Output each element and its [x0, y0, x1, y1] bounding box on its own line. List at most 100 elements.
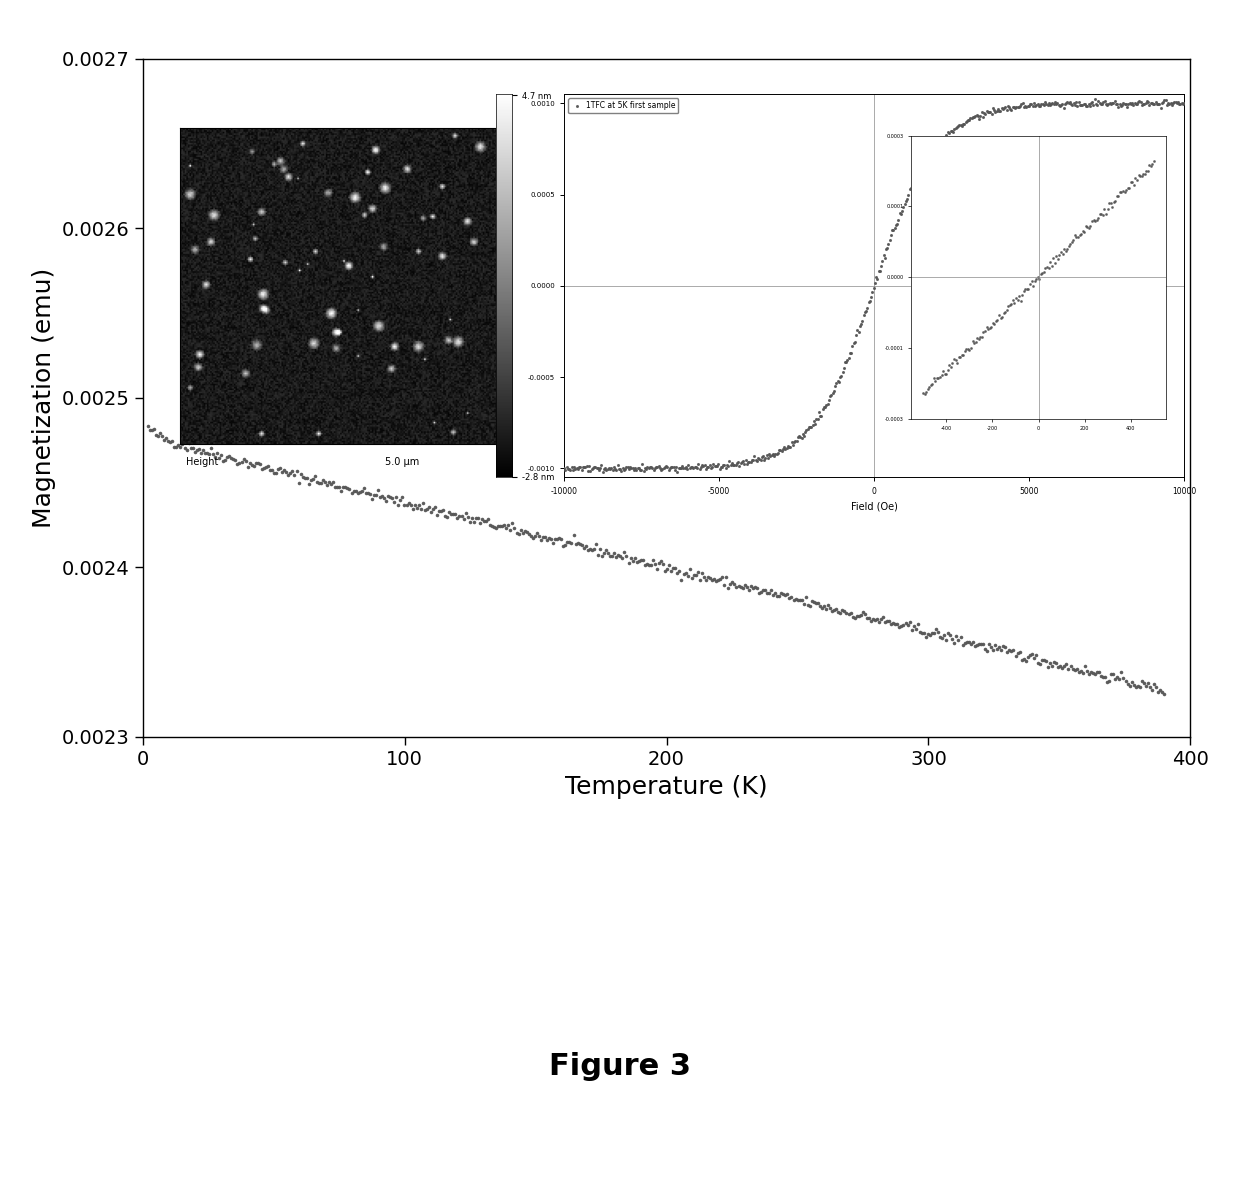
Point	[1120, 677, 1140, 696]
Point	[283, 461, 303, 480]
Point	[868, 269, 888, 288]
Point	[422, 503, 441, 522]
Point	[1049, 95, 1069, 114]
Point	[593, 462, 613, 481]
Point	[714, 456, 734, 475]
Point	[146, 426, 166, 444]
Point	[997, 643, 1017, 661]
Point	[854, 605, 874, 624]
Point	[678, 567, 698, 586]
Point	[1035, 93, 1055, 112]
Point	[1022, 271, 1042, 290]
Point	[1137, 92, 1157, 111]
Point	[502, 513, 522, 532]
Point	[663, 457, 683, 476]
Point	[942, 354, 962, 373]
Point	[773, 440, 792, 459]
Point	[448, 508, 467, 527]
Point	[686, 565, 706, 584]
Point	[1028, 94, 1048, 113]
Point	[1071, 661, 1091, 680]
Point	[815, 399, 835, 417]
Point	[321, 475, 341, 494]
Point	[940, 124, 960, 143]
Point	[817, 395, 837, 414]
Point	[727, 454, 746, 473]
Point	[832, 601, 852, 620]
Point	[1012, 285, 1032, 304]
Point	[878, 238, 898, 257]
Point	[429, 501, 449, 520]
Point	[954, 114, 973, 133]
Point	[965, 637, 985, 656]
Point	[1133, 165, 1153, 184]
Point	[580, 461, 600, 480]
Point	[603, 461, 622, 480]
Point	[920, 625, 940, 644]
Point	[723, 573, 743, 592]
Point	[981, 318, 1001, 337]
Point	[621, 549, 641, 568]
Point	[990, 101, 1009, 120]
Point	[1092, 205, 1112, 224]
Point	[794, 427, 813, 446]
Point	[635, 459, 655, 477]
Point	[207, 443, 227, 462]
Point	[758, 584, 777, 602]
Point	[1133, 94, 1153, 113]
Point	[1024, 271, 1044, 290]
Point	[756, 446, 776, 465]
Point	[951, 116, 971, 134]
Point	[867, 610, 887, 628]
Point	[403, 499, 423, 518]
Point	[836, 353, 856, 371]
Point	[704, 456, 724, 475]
Point	[596, 460, 616, 479]
Point	[336, 477, 356, 496]
Point	[642, 459, 662, 477]
Point	[751, 447, 771, 466]
Point	[909, 166, 929, 185]
Point	[1114, 668, 1133, 687]
Point	[1168, 92, 1188, 111]
Point	[856, 302, 875, 321]
Point	[1127, 171, 1147, 190]
Point	[572, 461, 591, 480]
Point	[1063, 95, 1083, 114]
Point	[644, 461, 663, 480]
Point	[279, 466, 299, 485]
Point	[831, 604, 851, 623]
Point	[1085, 90, 1105, 108]
Point	[350, 482, 370, 501]
Point	[1079, 664, 1099, 683]
Point	[673, 565, 693, 584]
Point	[317, 475, 337, 494]
Point	[1097, 95, 1117, 114]
Point	[684, 457, 704, 476]
Point	[1032, 95, 1052, 114]
Point	[720, 574, 740, 593]
Point	[895, 613, 915, 632]
Point	[626, 553, 646, 572]
Point	[1076, 97, 1096, 116]
Point	[549, 529, 569, 548]
Point	[356, 483, 376, 502]
Point	[1130, 678, 1149, 697]
Point	[370, 488, 389, 507]
Point	[1059, 236, 1079, 255]
Point	[749, 584, 769, 602]
Point	[930, 368, 950, 387]
Point	[312, 470, 332, 489]
Point	[303, 469, 322, 488]
Point	[816, 395, 836, 414]
Point	[990, 638, 1009, 657]
Point	[480, 515, 500, 534]
Point	[950, 348, 970, 367]
Point	[848, 606, 868, 625]
Point	[680, 459, 699, 477]
Point	[319, 473, 339, 492]
Point	[765, 584, 785, 602]
Point	[1045, 253, 1065, 272]
Point	[923, 140, 942, 159]
Point	[1089, 92, 1109, 111]
